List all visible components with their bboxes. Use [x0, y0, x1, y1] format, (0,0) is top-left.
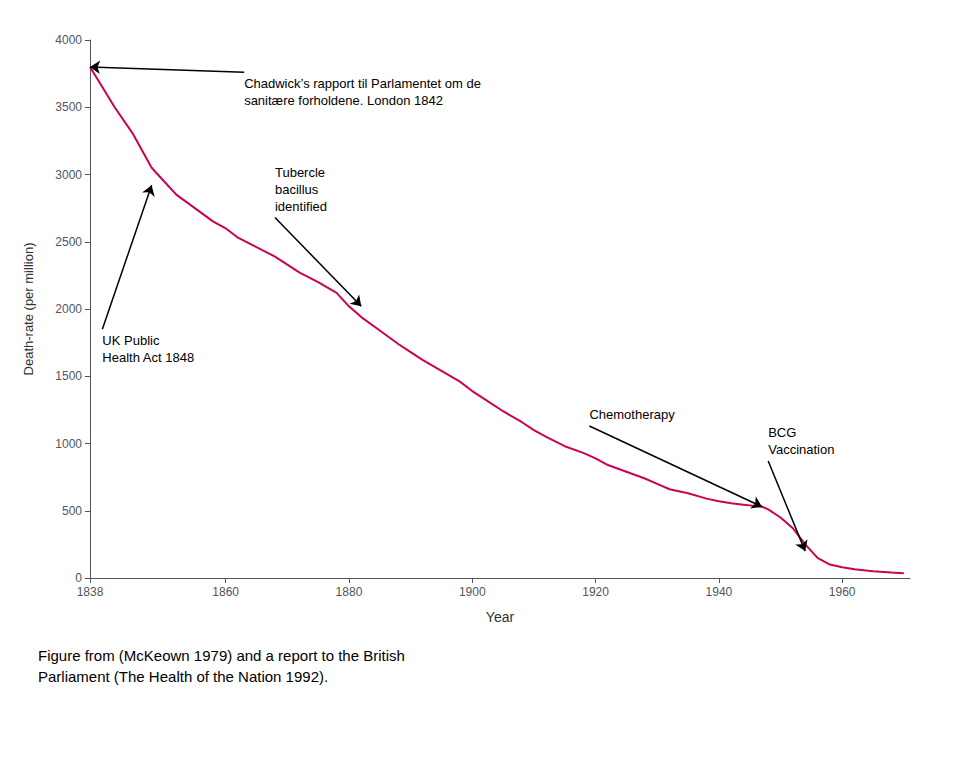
svg-text:2500: 2500	[55, 235, 82, 249]
svg-text:1940: 1940	[706, 585, 733, 599]
svg-text:Tubercle: Tubercle	[275, 165, 325, 180]
svg-text:3500: 3500	[55, 100, 82, 114]
svg-text:Chemotherapy: Chemotherapy	[589, 407, 675, 422]
svg-text:identified: identified	[275, 199, 327, 214]
svg-text:Year: Year	[486, 609, 515, 625]
svg-text:1000: 1000	[55, 437, 82, 451]
svg-text:2000: 2000	[55, 302, 82, 316]
svg-text:Death-rate (per million): Death-rate (per million)	[21, 243, 36, 376]
svg-text:4000: 4000	[55, 33, 82, 47]
svg-text:1920: 1920	[582, 585, 609, 599]
svg-text:3000: 3000	[55, 168, 82, 182]
svg-text:Chadwick’s rapport til Parlame: Chadwick’s rapport til Parlamentet om de	[244, 76, 481, 91]
svg-text:Figure from (McKeown 1979) and: Figure from (McKeown 1979) and a report …	[38, 647, 405, 664]
svg-text:500: 500	[62, 504, 82, 518]
svg-text:1500: 1500	[55, 369, 82, 383]
svg-text:Parliament (The Health of the: Parliament (The Health of the Nation 199…	[38, 668, 328, 685]
svg-text:0: 0	[75, 571, 82, 585]
svg-text:UK Public: UK Public	[102, 333, 160, 348]
svg-text:1860: 1860	[212, 585, 239, 599]
svg-text:1900: 1900	[459, 585, 486, 599]
svg-text:1838: 1838	[77, 585, 104, 599]
svg-text:1960: 1960	[829, 585, 856, 599]
svg-text:BCG: BCG	[768, 425, 796, 440]
svg-text:sanitære forholdene. London 18: sanitære forholdene. London 1842	[244, 93, 443, 108]
svg-text:bacillus: bacillus	[275, 182, 319, 197]
svg-text:Vaccination: Vaccination	[768, 442, 834, 457]
svg-text:1880: 1880	[336, 585, 363, 599]
svg-text:Health Act 1848: Health Act 1848	[102, 350, 194, 365]
